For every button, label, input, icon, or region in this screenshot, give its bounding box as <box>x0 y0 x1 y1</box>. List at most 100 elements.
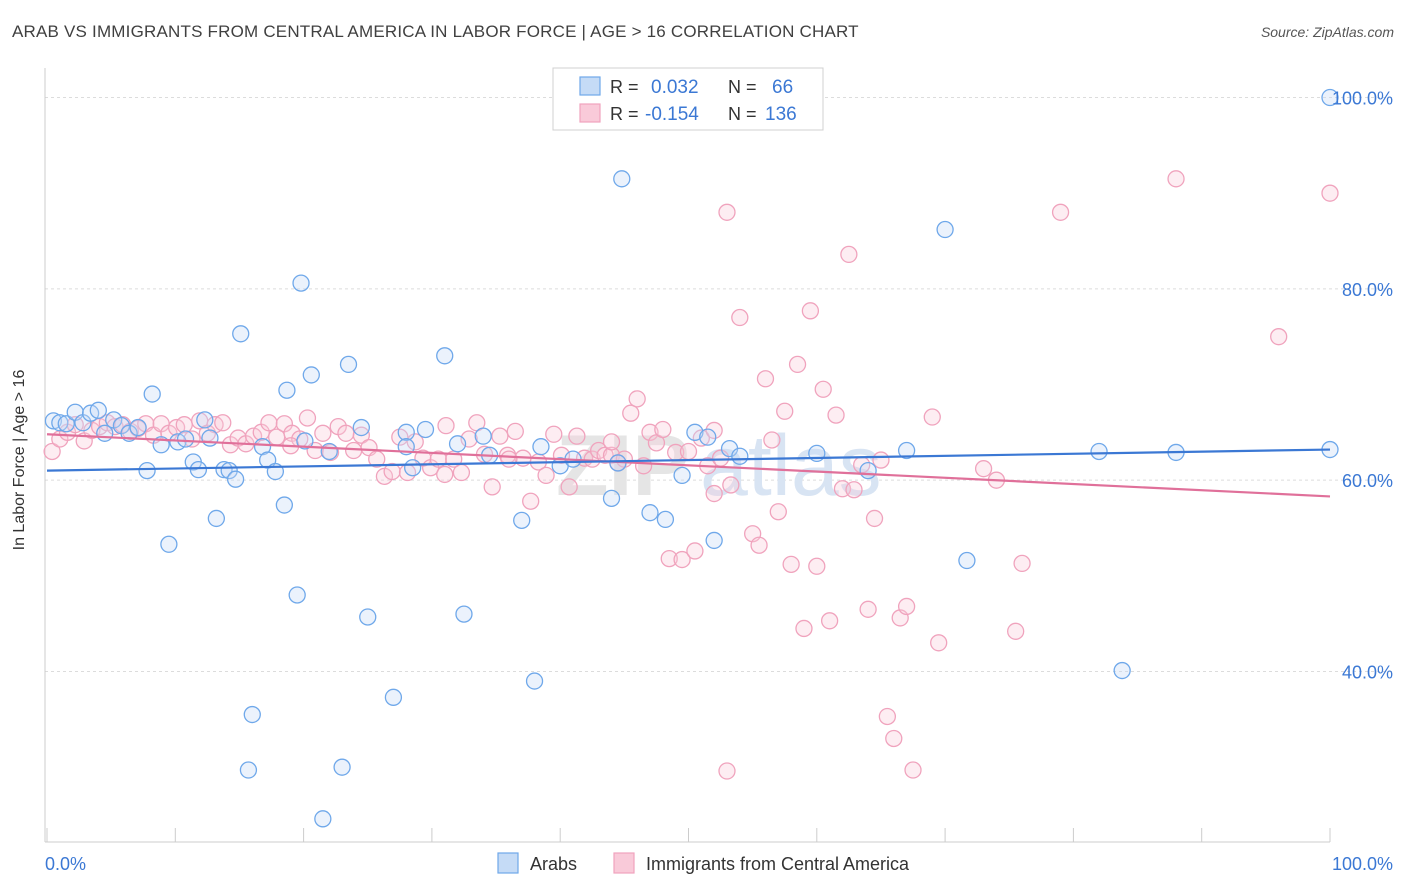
source-label: Source: ZipAtlas.com <box>1260 24 1394 40</box>
arabs-point <box>288 586 306 604</box>
immigrants-point <box>808 557 826 575</box>
immigrants-point <box>298 409 317 427</box>
legend-r-label: R = <box>610 104 639 124</box>
immigrants-point <box>560 478 578 496</box>
immigrants-point <box>522 492 540 510</box>
immigrants-point <box>641 423 659 441</box>
immigrants-point <box>660 549 678 568</box>
arabs-point <box>359 608 377 626</box>
immigrants-point <box>1013 554 1031 573</box>
immigrants-point <box>452 463 471 482</box>
arabs-point <box>143 385 161 403</box>
arabs-point <box>239 761 258 779</box>
immigrants-point <box>491 427 509 445</box>
arabs-point <box>243 705 261 724</box>
immigrants-point <box>722 476 740 494</box>
immigrants-point <box>183 430 201 448</box>
arabs-point <box>1321 88 1339 107</box>
immigrants-point <box>897 597 916 616</box>
svg-text:ZIP: ZIP <box>556 418 690 514</box>
arabs-point <box>176 430 195 448</box>
immigrants-point <box>628 390 646 408</box>
immigrants-point <box>705 484 723 503</box>
arabs-point <box>275 496 294 514</box>
immigrants-point <box>602 433 621 451</box>
immigrants-point <box>1007 622 1025 640</box>
immigrants-point <box>782 555 800 574</box>
arabs-point <box>686 423 704 441</box>
arabs-point <box>699 428 717 446</box>
arabs-point <box>207 509 226 528</box>
bottom-legend-arabs-swatch <box>497 852 519 874</box>
immigrants-point <box>500 450 518 468</box>
immigrants-point <box>865 509 884 528</box>
immigrants-point <box>545 425 563 443</box>
immigrants-point <box>878 707 897 726</box>
arabs-point <box>226 470 245 488</box>
trend-lines <box>46 433 1331 498</box>
immigrants-point <box>750 536 768 554</box>
immigrants-point <box>788 355 807 374</box>
arabs-point <box>731 447 749 465</box>
legend-n-value: 136 <box>765 104 797 125</box>
arabs-point <box>474 427 492 445</box>
immigrants-point <box>845 481 863 499</box>
immigrants-point <box>1321 184 1339 202</box>
arabs-point <box>436 347 454 365</box>
legend-arabs-swatch <box>579 76 601 96</box>
immigrants-point <box>885 729 903 748</box>
immigrants-point <box>436 465 454 484</box>
arabs-point <box>897 441 916 460</box>
arabs-point <box>215 460 233 479</box>
arabs-point <box>292 274 310 292</box>
arabs-point <box>859 461 877 480</box>
legend-r-label: R = <box>610 77 639 97</box>
immigrants-point <box>827 406 845 424</box>
y-tick-label: 60.0% <box>1342 471 1393 491</box>
arabs-point <box>673 466 691 485</box>
arabs-point <box>138 461 156 480</box>
immigrants-point <box>686 542 704 560</box>
arabs-point <box>314 810 332 828</box>
arabs-point <box>51 414 69 432</box>
immigrants-point <box>820 612 839 630</box>
immigrants-point <box>763 431 781 449</box>
legend-r-value: 0.032 <box>651 77 699 98</box>
arabs-point <box>160 535 178 553</box>
immigrants-point <box>583 450 601 468</box>
legend-n-label: N = <box>728 77 757 97</box>
x-tick-labels: 0.0% 100.0% <box>45 854 1393 874</box>
immigrants-point <box>904 761 922 779</box>
arabs-point <box>936 220 954 239</box>
immigrants-point <box>1051 203 1070 221</box>
arabs-point <box>89 401 107 419</box>
immigrants-point <box>337 424 355 442</box>
y-tick-label: 80.0% <box>1342 280 1393 300</box>
arabs-point <box>189 460 208 479</box>
arabs-point <box>339 355 358 374</box>
immigrants-point <box>974 460 993 478</box>
arabs-point <box>705 531 723 550</box>
arabs-point <box>302 366 320 384</box>
immigrants-point <box>814 380 832 398</box>
bottom-legend-immigrants: Immigrants from Central America <box>646 854 910 874</box>
grid <box>45 97 1395 672</box>
y-tick-labels: 40.0% 60.0% 80.0% 100.0% <box>1332 89 1393 683</box>
arabs-point <box>320 442 338 461</box>
immigrants-point <box>654 420 672 439</box>
immigrants-point <box>344 441 363 460</box>
arabs-point <box>129 418 147 437</box>
arabs-point <box>352 418 370 437</box>
immigrants-point <box>769 503 787 521</box>
y-tick-label: 40.0% <box>1342 663 1393 683</box>
arabs-point <box>448 435 467 453</box>
legend-n-value: 66 <box>772 77 793 98</box>
arabs-point <box>278 381 296 399</box>
arabs-point <box>196 411 214 429</box>
chart-title: ARAB VS IMMIGRANTS FROM CENTRAL AMERICA … <box>12 22 859 41</box>
immigrants-point <box>859 600 877 618</box>
watermark: ZIP atlas <box>556 418 882 514</box>
arabs-point <box>201 429 219 447</box>
x-tick-label: 0.0% <box>45 854 86 874</box>
